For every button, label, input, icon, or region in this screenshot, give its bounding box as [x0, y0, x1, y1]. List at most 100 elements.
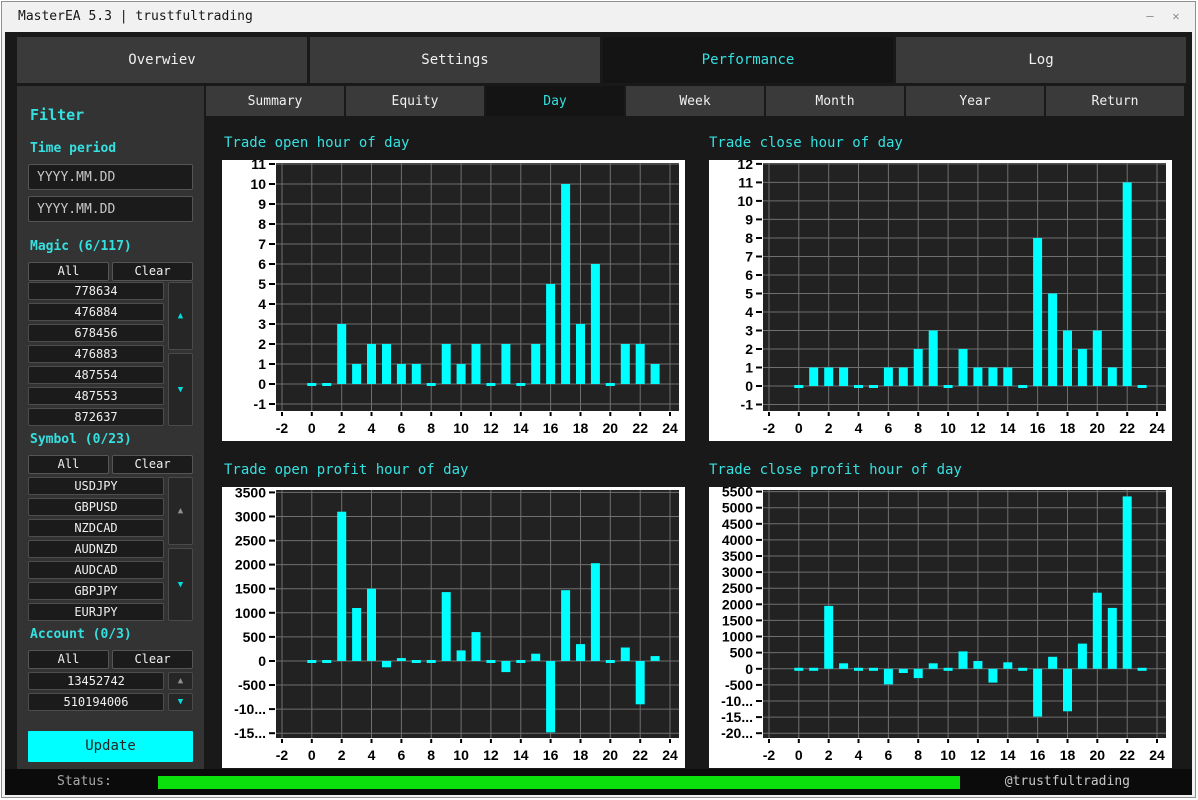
account-all-button[interactable]: All: [28, 650, 109, 669]
minimize-icon[interactable]: –: [1146, 9, 1154, 23]
svg-text:14: 14: [513, 420, 529, 436]
svg-text:10: 10: [737, 193, 753, 209]
svg-text:9: 9: [745, 211, 753, 227]
svg-text:1: 1: [745, 360, 753, 376]
symbol-item[interactable]: GBPUSD: [28, 498, 164, 516]
tab-log[interactable]: Log: [896, 37, 1186, 83]
symbol-item[interactable]: AUDNZD: [28, 540, 164, 558]
bar-chart: 3500 3000 2500 2000 1500 1000 500 0 -500 -10... -1…: [222, 484, 685, 768]
svg-text:10: 10: [940, 420, 956, 436]
subtab-return[interactable]: Return: [1046, 86, 1184, 116]
window-title: MasterEA 5.3 | trustfultrading: [18, 9, 253, 24]
magic-item[interactable]: 778634: [28, 282, 164, 300]
update-button[interactable]: Update: [28, 731, 193, 762]
symbol-scroll-up-icon[interactable]: ▲: [168, 477, 193, 545]
date-to-input[interactable]: [28, 196, 193, 222]
svg-text:5: 5: [258, 276, 266, 292]
svg-text:6: 6: [258, 256, 266, 272]
date-from-input[interactable]: [28, 164, 193, 190]
magic-item[interactable]: 872637: [28, 408, 164, 426]
subtab-month[interactable]: Month: [766, 86, 904, 116]
svg-text:6: 6: [885, 747, 893, 763]
chart-title: Trade open hour of day: [224, 135, 410, 151]
symbol-item[interactable]: GBPJPY: [28, 582, 164, 600]
svg-text:8: 8: [427, 420, 435, 436]
svg-text:0: 0: [795, 747, 803, 763]
svg-text:11: 11: [251, 160, 266, 172]
status-label: Status:: [57, 774, 112, 789]
account-scroll-up-icon[interactable]: ▲: [168, 672, 193, 690]
account-item[interactable]: 13452742: [28, 672, 164, 690]
svg-text:3000: 3000: [235, 509, 266, 525]
magic-all-button[interactable]: All: [28, 262, 109, 281]
svg-text:6: 6: [885, 420, 893, 436]
tab-settings[interactable]: Settings: [310, 37, 600, 83]
svg-text:3500: 3500: [722, 548, 753, 564]
svg-text:18: 18: [573, 420, 589, 436]
tab-performance[interactable]: Performance: [603, 37, 893, 83]
svg-text:-2: -2: [276, 420, 289, 436]
svg-text:2500: 2500: [235, 533, 266, 549]
subtab-day[interactable]: Day: [486, 86, 624, 116]
svg-text:10: 10: [250, 176, 266, 192]
subtab-year[interactable]: Year: [906, 86, 1044, 116]
magic-item[interactable]: 487554: [28, 366, 164, 384]
account-item[interactable]: 510194006: [28, 693, 164, 711]
svg-text:6: 6: [745, 267, 753, 283]
symbol-item[interactable]: AUDCAD: [28, 561, 164, 579]
svg-text:0: 0: [308, 420, 316, 436]
svg-text:24: 24: [1149, 747, 1165, 763]
svg-text:22: 22: [1119, 420, 1135, 436]
svg-text:16: 16: [543, 420, 559, 436]
svg-text:4000: 4000: [722, 532, 753, 548]
svg-text:0: 0: [795, 420, 803, 436]
svg-text:2: 2: [338, 747, 346, 763]
svg-text:16: 16: [543, 747, 559, 763]
symbol-item[interactable]: EURJPY: [28, 603, 164, 621]
svg-text:12: 12: [970, 747, 986, 763]
filter-panel: Filter Time period Magic (6/117) All Cle…: [17, 86, 204, 769]
magic-scroll-down-icon[interactable]: ▼: [168, 353, 193, 426]
status-bar: Status: @trustfultrading: [5, 769, 1192, 795]
svg-text:5: 5: [745, 286, 753, 302]
magic-item[interactable]: 476883: [28, 345, 164, 363]
symbol-clear-button[interactable]: Clear: [112, 455, 193, 474]
svg-text:0: 0: [308, 747, 316, 763]
svg-text:14: 14: [1000, 747, 1016, 763]
account-clear-button[interactable]: Clear: [112, 650, 193, 669]
subtab-equity[interactable]: Equity: [346, 86, 484, 116]
svg-text:1: 1: [258, 356, 266, 372]
magic-clear-button[interactable]: Clear: [112, 262, 193, 281]
symbol-item[interactable]: USDJPY: [28, 477, 164, 495]
svg-text:-15...: -15...: [234, 725, 266, 741]
magic-item[interactable]: 476884: [28, 303, 164, 321]
filter-title: Filter: [30, 106, 85, 124]
svg-text:0: 0: [258, 376, 266, 392]
svg-text:2000: 2000: [235, 557, 266, 573]
svg-text:-1: -1: [254, 396, 267, 412]
magic-scroll-up-icon[interactable]: ▲: [168, 282, 193, 350]
tab-overview[interactable]: Overwiev: [17, 37, 307, 83]
subtab-summary[interactable]: Summary: [206, 86, 344, 116]
svg-text:-500: -500: [238, 677, 266, 693]
svg-text:3000: 3000: [722, 564, 753, 580]
app-body: Overwiev Settings Performance Log Summar…: [5, 32, 1192, 795]
svg-text:4: 4: [368, 420, 376, 436]
account-scroll-down-icon[interactable]: ▼: [168, 693, 193, 711]
svg-text:-500: -500: [725, 677, 753, 693]
svg-text:4: 4: [745, 304, 753, 320]
svg-text:3: 3: [258, 316, 266, 332]
magic-item[interactable]: 487553: [28, 387, 164, 405]
symbol-scroll-down-icon[interactable]: ▼: [168, 548, 193, 621]
svg-text:2500: 2500: [722, 580, 753, 596]
svg-text:500: 500: [730, 645, 754, 661]
svg-text:1500: 1500: [235, 581, 266, 597]
title-bar: MasterEA 5.3 | trustfultrading – ✕: [2, 2, 1195, 31]
magic-item[interactable]: 678456: [28, 324, 164, 342]
symbol-item[interactable]: NZDCAD: [28, 519, 164, 537]
close-icon[interactable]: ✕: [1172, 9, 1180, 23]
svg-text:-1: -1: [741, 397, 754, 413]
symbol-all-button[interactable]: All: [28, 455, 109, 474]
subtab-week[interactable]: Week: [626, 86, 764, 116]
